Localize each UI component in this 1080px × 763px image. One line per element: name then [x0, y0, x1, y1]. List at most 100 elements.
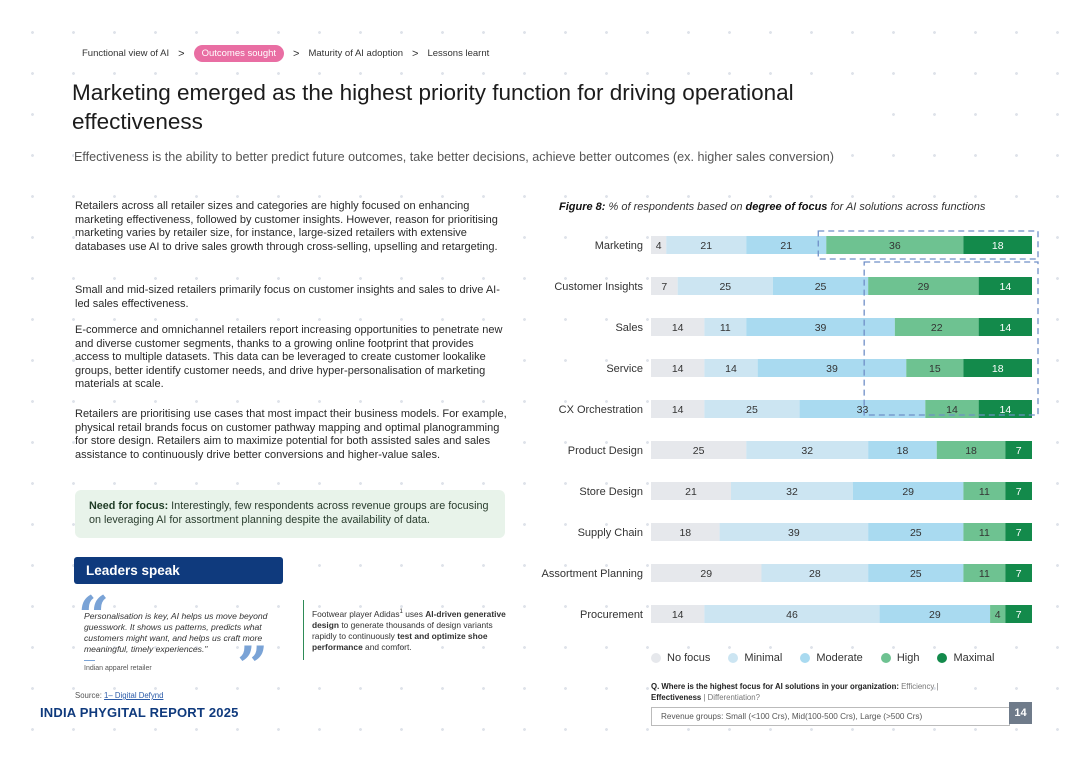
- bar-supply-chain-minimal: [719, 523, 869, 541]
- legend-item-high: High: [880, 652, 920, 664]
- bar-store-design-no-focus: [651, 482, 732, 500]
- data-label-store-design-no-focus: 21: [685, 486, 697, 498]
- category-label-supply-chain: Supply Chain: [578, 527, 643, 539]
- bar-product-design-maximal: [1005, 441, 1032, 459]
- bar-customer-insights-maximal: [978, 277, 1032, 295]
- figure-text: % of respondents based on: [605, 201, 746, 213]
- chart-legend: No focus Minimal Moderate High Maximal: [651, 652, 1012, 664]
- data-label-procurement-no-focus: 14: [672, 609, 684, 621]
- bar-sales-maximal: [978, 318, 1032, 336]
- bar-procurement-no-focus: [651, 605, 705, 623]
- data-label-product-design-minimal: 32: [801, 445, 813, 457]
- quote-attribution: Indian apparel retailer: [84, 665, 152, 672]
- category-label-customer-insights: Customer Insights: [554, 281, 643, 293]
- bar-sales-minimal: [704, 318, 747, 336]
- data-label-assortment-planning-high: 11: [979, 568, 990, 580]
- data-label-marketing-maximal: 18: [992, 240, 1004, 252]
- footnote-ref: 1: [399, 609, 403, 615]
- bar-assortment-planning-maximal: [1005, 564, 1032, 582]
- category-label-service: Service: [606, 363, 643, 375]
- data-label-supply-chain-moderate: 25: [910, 527, 922, 539]
- category-label-cx-orchestration: CX Orchestration: [559, 404, 643, 416]
- data-label-supply-chain-minimal: 39: [788, 527, 800, 539]
- legend-item-minimal: Minimal: [728, 652, 782, 664]
- bar-store-design-maximal: [1005, 482, 1032, 500]
- stacked-bar-chart: Marketing 4 21 21 36 18 Customer Insights 7 25 25…: [542, 230, 1039, 623]
- breadcrumb-item-lessons[interactable]: Lessons learnt: [427, 48, 490, 59]
- data-label-marketing-minimal: 21: [700, 240, 712, 252]
- page-title: Marketing emerged as the highest priorit…: [72, 78, 892, 136]
- bar-product-design-high: [936, 441, 1006, 459]
- data-label-procurement-high: 4: [995, 609, 1001, 621]
- data-label-marketing-high: 36: [889, 240, 901, 252]
- bar-customer-insights-high: [868, 277, 979, 295]
- source-note: Source: 1– Digital Defynd: [75, 691, 163, 700]
- page-subtitle: Effectiveness is the ability to better p…: [74, 150, 838, 164]
- data-label-product-design-no-focus: 25: [693, 445, 705, 457]
- close-quote-icon: ”: [237, 634, 269, 698]
- bar-store-design-moderate: [852, 482, 964, 500]
- data-label-supply-chain-no-focus: 18: [679, 527, 691, 539]
- question-separator: |: [934, 682, 939, 691]
- bar-marketing-high: [826, 236, 964, 254]
- bar-service-maximal: [963, 359, 1032, 377]
- bar-cx-orchestration-maximal: [978, 400, 1032, 418]
- question-option: Efficiency: [901, 682, 935, 691]
- legend-label: High: [896, 652, 920, 664]
- bar-product-design-no-focus: [651, 441, 747, 459]
- bar-service-no-focus: [651, 359, 705, 377]
- breadcrumb-item-maturity[interactable]: Maturity of AI adoption: [308, 48, 404, 59]
- figure-label: Figure 8:: [559, 201, 606, 213]
- bar-cx-orchestration-moderate: [799, 400, 926, 418]
- category-label-marketing: Marketing: [595, 240, 643, 252]
- revenue-groups-note: Revenue groups: Small (<100 Crs), Mid(10…: [651, 707, 1010, 726]
- data-label-sales-minimal: 11: [720, 322, 731, 334]
- breadcrumb-item-functional-view[interactable]: Functional view of AI: [82, 48, 170, 59]
- highlight-box-marketing: [817, 230, 1039, 260]
- bar-supply-chain-moderate: [868, 523, 964, 541]
- data-label-sales-moderate: 39: [815, 322, 827, 334]
- open-quote-icon: “: [78, 584, 110, 648]
- data-label-store-design-high: 11: [979, 486, 990, 498]
- data-label-service-no-focus: 14: [672, 363, 684, 375]
- breadcrumb-item-outcomes-sought[interactable]: Outcomes sought: [193, 45, 285, 62]
- data-label-marketing-no-focus: 4: [656, 240, 662, 252]
- leaders-speak-heading: Leaders speak: [74, 557, 283, 584]
- data-label-customer-insights-high: 29: [918, 281, 930, 293]
- data-label-product-design-maximal: 7: [1016, 445, 1022, 457]
- data-label-store-design-moderate: 29: [902, 486, 914, 498]
- case-text: to generate thousands of design variants…: [312, 619, 493, 641]
- figure-emphasis: degree of focus: [745, 201, 828, 213]
- bar-customer-insights-moderate: [772, 277, 869, 295]
- data-label-assortment-planning-minimal: 28: [809, 568, 821, 580]
- data-label-product-design-high: 18: [965, 445, 977, 457]
- legend-item-moderate: Moderate: [800, 652, 863, 664]
- data-label-customer-insights-minimal: 25: [719, 281, 731, 293]
- data-label-service-high: 15: [929, 363, 941, 375]
- legend-swatch: [880, 653, 891, 663]
- case-text: uses: [402, 608, 426, 619]
- bar-assortment-planning-moderate: [868, 564, 964, 582]
- case-text: Footwear player Adidas: [312, 608, 400, 619]
- data-label-cx-orchestration-maximal: 14: [999, 404, 1011, 416]
- body-paragraph: Small and mid-sized retailers primarily …: [75, 284, 507, 312]
- data-label-cx-orchestration-moderate: 33: [857, 404, 869, 416]
- legend-item-maximal: Maximal: [937, 652, 994, 664]
- bar-procurement-minimal: [704, 605, 880, 623]
- body-paragraph: E-commerce and omnichannel retailers rep…: [75, 324, 507, 392]
- bar-assortment-planning-minimal: [761, 564, 869, 582]
- bar-service-high: [906, 359, 964, 377]
- bar-marketing-no-focus: [651, 236, 667, 254]
- case-emphasis: test and optimize shoe performance: [312, 630, 488, 652]
- leader-quote: Personalisation is key, AI helps us move…: [84, 611, 268, 654]
- category-label-store-design: Store Design: [579, 486, 643, 498]
- data-label-product-design-moderate: 18: [897, 445, 909, 457]
- question-option: Differentiation?: [707, 693, 760, 702]
- data-label-service-maximal: 18: [992, 363, 1004, 375]
- source-link[interactable]: 1– Digital Defynd: [104, 691, 164, 700]
- bar-assortment-planning-no-focus: [651, 564, 762, 582]
- question-separator: |: [701, 693, 708, 702]
- legend-label: Moderate: [816, 652, 863, 664]
- bar-customer-insights-no-focus: [651, 277, 678, 295]
- breadcrumb: Functional view of AI > Outcomes sought …: [82, 45, 489, 62]
